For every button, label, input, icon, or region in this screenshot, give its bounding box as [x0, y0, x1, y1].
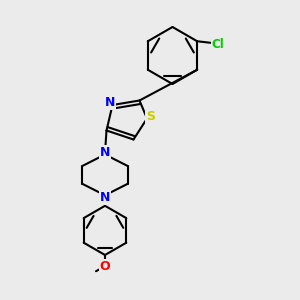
- Text: S: S: [146, 110, 155, 124]
- Text: N: N: [100, 191, 110, 204]
- Text: Cl: Cl: [212, 38, 225, 51]
- Text: O: O: [100, 260, 110, 273]
- Text: N: N: [100, 146, 110, 159]
- Text: N: N: [105, 96, 115, 109]
